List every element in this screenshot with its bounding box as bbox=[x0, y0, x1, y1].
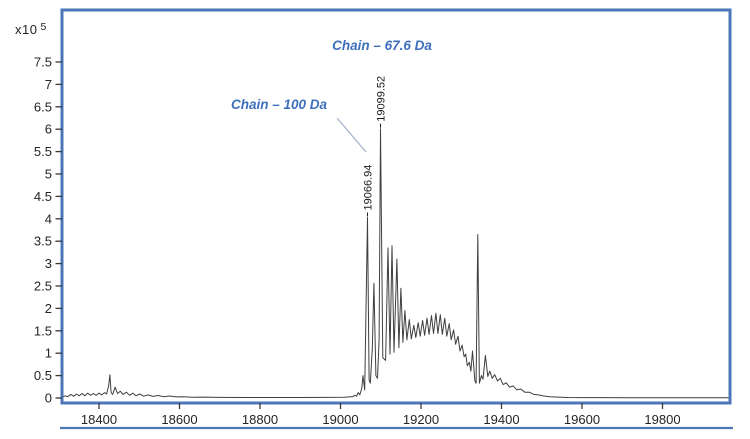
y-tick-label: 2 bbox=[45, 301, 52, 316]
x-tick-label: 18600 bbox=[161, 412, 197, 427]
y-tick-label: 4.5 bbox=[34, 189, 52, 204]
y-axis-unit-label: x10 5 bbox=[15, 21, 47, 37]
annotation-chain-67: Chain – 67.6 Da bbox=[332, 38, 432, 53]
y-tick-label: 6 bbox=[45, 122, 52, 137]
y-tick-label: 3 bbox=[45, 256, 52, 271]
y-tick-label: 6.5 bbox=[34, 99, 52, 114]
y-tick-label: 7.5 bbox=[34, 55, 52, 70]
y-tick-label: 2.5 bbox=[34, 279, 52, 294]
x-tick-label: 19600 bbox=[564, 412, 600, 427]
y-axis-unit-exponent: 5 bbox=[40, 21, 47, 33]
y-tick-label: 5.5 bbox=[34, 144, 52, 159]
peak-label: 19066.94 bbox=[362, 165, 374, 211]
x-tick-label: 19800 bbox=[644, 412, 680, 427]
x-tick-label: 19000 bbox=[322, 412, 358, 427]
spectrum-trace bbox=[61, 128, 731, 399]
y-tick-label: 5 bbox=[45, 167, 52, 182]
peak-label: 19099.52 bbox=[376, 76, 388, 122]
y-tick-label: 0.5 bbox=[34, 368, 52, 383]
x-tick-label: 19200 bbox=[403, 412, 439, 427]
x-tick-label: 18800 bbox=[242, 412, 278, 427]
y-tick-label: 3.5 bbox=[34, 234, 52, 249]
y-tick-label: 1.5 bbox=[34, 323, 52, 338]
annotation-leader-line bbox=[336, 117, 367, 153]
y-tick-label: 4 bbox=[45, 211, 52, 226]
x-tick-label: 18400 bbox=[81, 412, 117, 427]
x-tick-label: 19400 bbox=[483, 412, 519, 427]
y-axis-unit-base: x10 bbox=[15, 22, 38, 37]
annotation-chain-100: Chain – 100 Da bbox=[230, 97, 328, 112]
plot-frame bbox=[60, 8, 732, 405]
y-tick-label: 0 bbox=[45, 391, 52, 406]
y-tick-label: 7 bbox=[45, 77, 52, 92]
y-tick-label: 1 bbox=[45, 346, 52, 361]
